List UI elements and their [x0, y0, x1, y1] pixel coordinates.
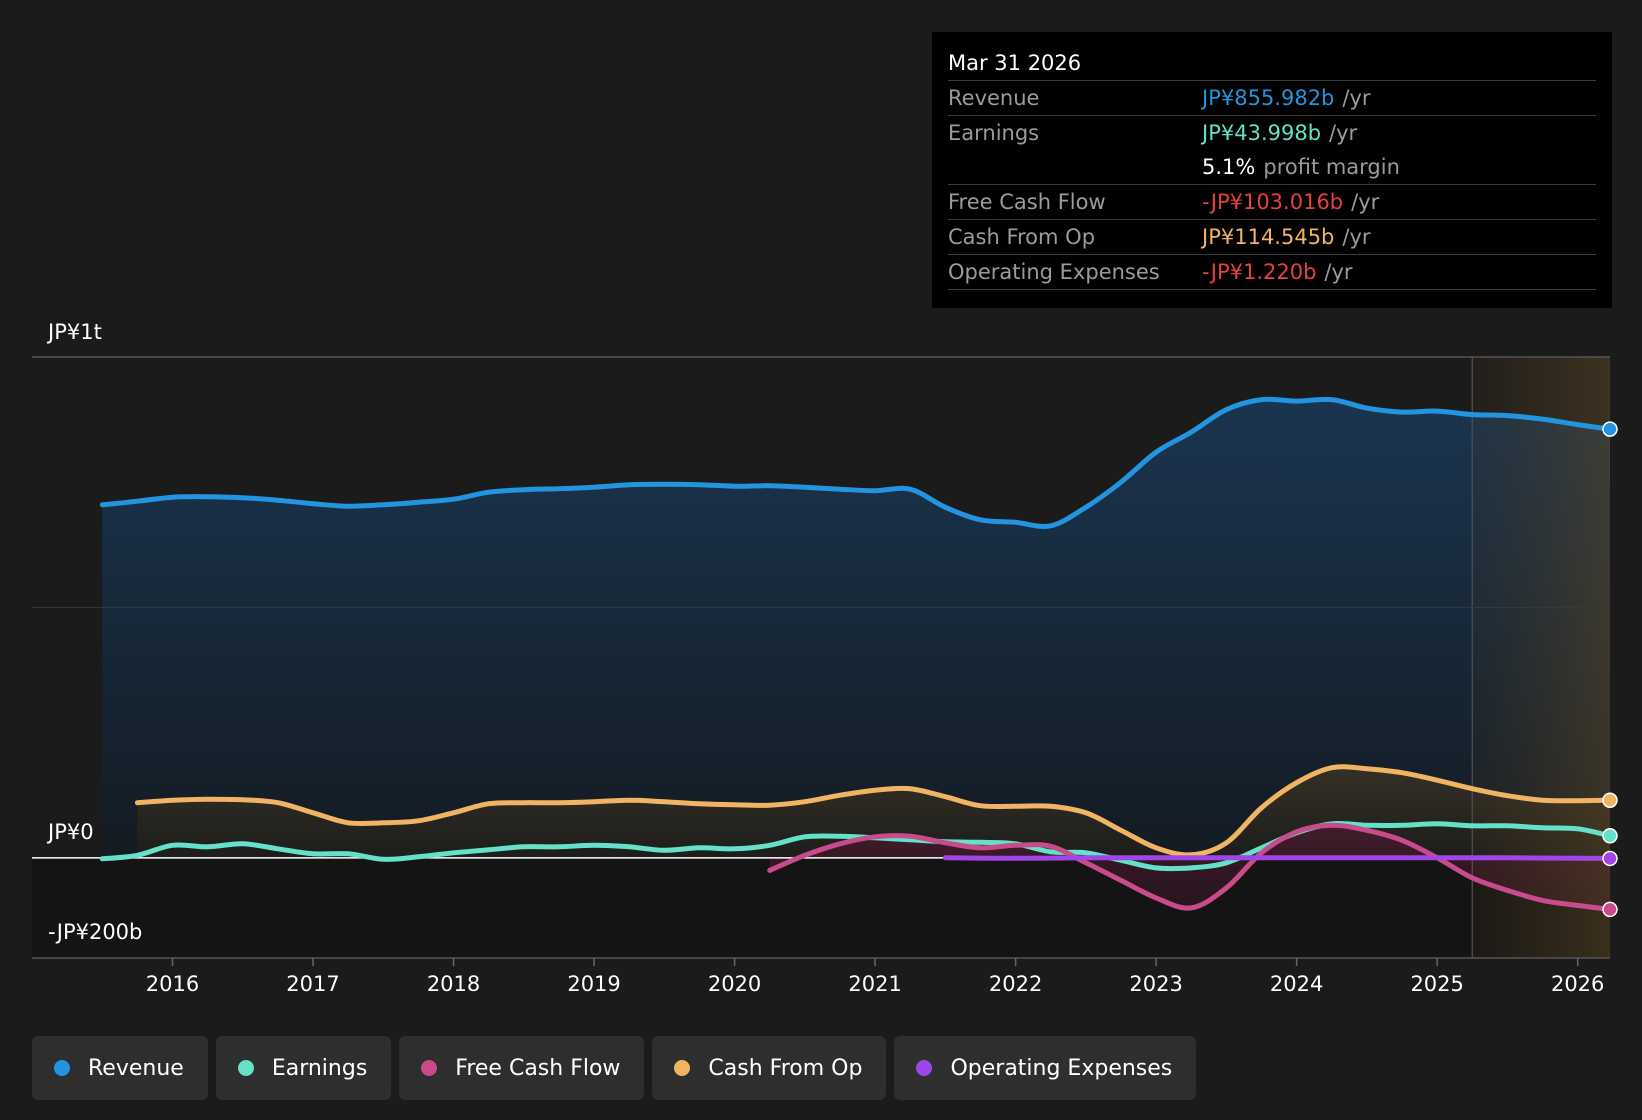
gridlines [32, 356, 1610, 959]
legend-dot-icon [54, 1060, 70, 1076]
tooltip-label: Free Cash Flow [948, 190, 1106, 214]
earnings-end-point [1602, 828, 1618, 844]
series-lines [99, 396, 1613, 912]
forecast-region [1472, 357, 1610, 958]
tooltip-value: -JP¥1.220b [1202, 260, 1317, 284]
tooltip-unit: /yr [1329, 121, 1358, 145]
legend-item-free-cash-flow[interactable]: Free Cash Flow [399, 1036, 645, 1100]
x-tick-label: 2023 [1129, 972, 1182, 996]
operating-expenses-line [942, 855, 1613, 861]
y-label-zero: JP¥0 [48, 820, 94, 844]
legend-item-cash-from-op[interactable]: Cash From Op [652, 1036, 887, 1100]
tooltip-row-free-cash-flow: Free Cash Flow -JP¥103.016b /yr [948, 185, 1596, 220]
series-areas [102, 399, 1610, 910]
operating-expenses-end-point [1602, 850, 1618, 867]
tooltip-value: JP¥855.982b [1202, 86, 1335, 110]
legend-dot-icon [674, 1060, 691, 1076]
legend-dot-icon [421, 1060, 438, 1076]
tooltip-label: Revenue [948, 86, 1040, 110]
chart-canvas: 2016 2017 2018 2019 2020 2021 2022 2023 2024 2025… [32, 356, 1618, 996]
x-tick-label: 2022 [989, 972, 1042, 996]
x-tick-label: 2024 [1270, 972, 1323, 996]
tooltip-value: JP¥43.998b [1202, 121, 1322, 145]
tooltip-unit: /yr [1342, 86, 1371, 110]
legend-label: Free Cash Flow [455, 1055, 621, 1081]
x-tick-label: 2019 [567, 972, 620, 996]
tooltip-row-profit-margin: 5.1% profit margin [948, 150, 1596, 185]
x-tick-label: 2025 [1410, 972, 1463, 996]
revenue-area [102, 399, 1610, 858]
x-axis: 2016 2017 2018 2019 2020 2021 2022 2023 2024 2025… [146, 958, 1604, 996]
tooltip-row-cash-from-op: Cash From Op JP¥114.545b /yr [948, 220, 1596, 255]
legend-item-operating-expenses[interactable]: Operating Expenses [894, 1036, 1197, 1100]
y-label-bottom: -JP¥200b [48, 920, 143, 944]
tooltip-label: Operating Expenses [948, 260, 1160, 284]
legend-label: Earnings [271, 1055, 368, 1081]
legend-item-earnings[interactable]: Earnings [215, 1036, 392, 1100]
cash-from-op-line [134, 764, 1613, 858]
x-tick-label: 2020 [708, 972, 761, 996]
cash-from-op-end-point [1602, 792, 1618, 808]
tooltip-value: -JP¥103.016b [1202, 190, 1344, 214]
legend-item-revenue[interactable]: Revenue [32, 1036, 208, 1100]
tooltip-unit: profit margin [1263, 155, 1400, 179]
series-end-markers [1602, 421, 1618, 918]
legend-label: Cash From Op [708, 1055, 863, 1081]
tooltip-value: 5.1% [1202, 155, 1256, 179]
tooltip-unit: /yr [1324, 260, 1353, 284]
x-tick-label: 2026 [1551, 972, 1604, 996]
tooltip-label: Cash From Op [948, 225, 1096, 249]
tooltip-panel: Mar 31 2026 Revenue JP¥855.982b /yr Earn… [932, 32, 1612, 308]
tooltip-row-operating-expenses: Operating Expenses -JP¥1.220b /yr [948, 255, 1596, 290]
tooltip-row-revenue: Revenue JP¥855.982b /yr [948, 81, 1596, 116]
free-cash-flow-end-point [1602, 901, 1618, 918]
tooltip-label: Earnings [948, 121, 1040, 145]
tooltip-date: Mar 31 2026 [948, 46, 1596, 81]
cash-from-op-area [137, 766, 1610, 858]
tooltip-value: JP¥114.545b [1202, 225, 1335, 249]
x-tick-label: 2017 [286, 972, 339, 996]
legend-dot-icon [916, 1060, 933, 1076]
legend-label: Revenue [88, 1055, 184, 1081]
free-cash-flow-line [767, 822, 1613, 912]
x-tick-label: 2016 [146, 972, 199, 996]
earnings-line [99, 820, 1613, 872]
y-label-top: JP¥1t [48, 320, 102, 344]
x-tick-label: 2018 [427, 972, 480, 996]
x-tick-label: 2021 [848, 972, 901, 996]
tooltip-unit: /yr [1351, 190, 1380, 214]
revenue-end-point [1602, 421, 1618, 437]
legend-label: Operating Expenses [950, 1055, 1173, 1081]
tooltip-unit: /yr [1342, 225, 1371, 249]
legend: Revenue Earnings Free Cash Flow Cash Fro… [32, 1036, 1197, 1100]
revenue-line [99, 396, 1613, 529]
legend-dot-icon [237, 1060, 254, 1076]
plot-background-lower [32, 858, 1610, 958]
tooltip-row-earnings: Earnings JP¥43.998b /yr [948, 116, 1596, 150]
